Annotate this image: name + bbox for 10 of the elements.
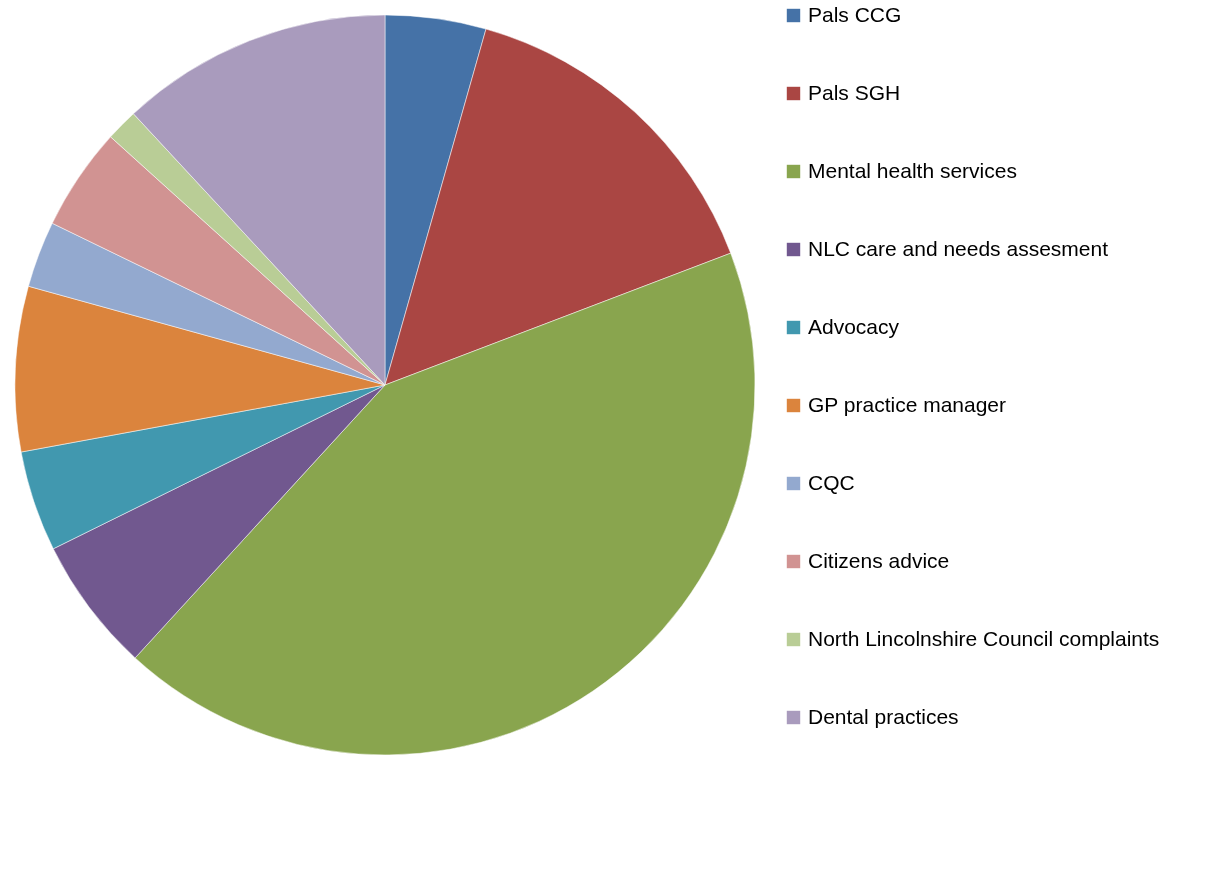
- legend-label: GP practice manager: [808, 392, 1007, 416]
- legend-label: North Lincolnshire Council complaints: [808, 626, 1160, 650]
- legend-label: Dental practices: [808, 704, 959, 728]
- legend-label: Pals SGH: [808, 80, 901, 104]
- legend-label: NLC care and needs assesment: [808, 236, 1109, 260]
- legend-label: Pals CCG: [808, 2, 902, 26]
- legend-label: CQC: [808, 470, 855, 494]
- legend-label: Mental health services: [808, 158, 1017, 182]
- legend-label: Citizens advice: [808, 548, 950, 572]
- legend-label: Advocacy: [808, 314, 900, 338]
